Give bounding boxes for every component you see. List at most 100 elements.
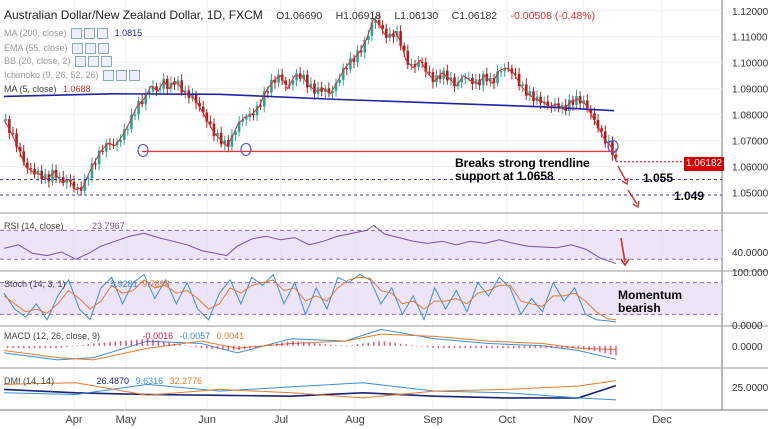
candle-body [270, 79, 273, 93]
macd-hist-bar [200, 345, 203, 349]
price-tick-label: 1.05000 [732, 188, 768, 199]
macd-hist-bar [475, 345, 477, 349]
macd-hist-bar [593, 345, 596, 352]
macd-hist-bar [66, 345, 68, 347]
settings-icon[interactable] [88, 56, 100, 68]
macd-hist-bar [335, 345, 337, 346]
rsi-panel-band [0, 230, 722, 260]
candle-body [596, 120, 600, 129]
candle-body [137, 101, 140, 115]
candle-body [428, 71, 431, 73]
macd-hist-bar [109, 342, 111, 346]
candle-body [230, 134, 234, 147]
macd-hist-bar [259, 345, 262, 347]
stoch-panel-tick: 0.0000 [732, 321, 763, 332]
touch-circle [137, 143, 149, 158]
dmi-label: DMI (14, 14) 26.4870 9.6316 32.2776 [4, 376, 202, 386]
macd-hist-bar [292, 341, 294, 346]
rsi-label: RSI (14, close) 23.7967 [4, 221, 125, 231]
eye-icon[interactable] [75, 56, 87, 68]
macd-hist-bar [555, 345, 558, 349]
candle-body [349, 58, 352, 70]
candle-body [302, 74, 306, 79]
macd-hist-bar [211, 345, 213, 349]
macd-hist-bar [437, 345, 440, 349]
macd-hist-bar [534, 345, 537, 349]
eye-icon[interactable] [72, 43, 84, 55]
touch-circle [240, 142, 252, 157]
macd-hist-bar [22, 345, 25, 349]
indicator-bb[interactable]: BB (20, close, 2) [4, 56, 113, 68]
macd-hist-bar [529, 345, 531, 349]
macd-hist-bar [76, 345, 79, 347]
eye-icon[interactable] [71, 28, 83, 40]
rsi-arrow [620, 237, 626, 263]
macd-hist-bar [566, 345, 569, 349]
indicator-ema55[interactable]: EMA (55, close) [4, 43, 110, 55]
rsi-arrow-head [620, 258, 630, 267]
candle-body [327, 88, 331, 94]
macd-hist-bar [195, 345, 197, 348]
macd-hist-bar [44, 345, 47, 349]
candle-body [166, 78, 169, 89]
candle-body [363, 39, 367, 53]
macd-hist-bar [491, 345, 493, 349]
macd-label-text: MACD (12, 26, close, 9) [4, 331, 101, 341]
ma5-line [3, 17, 617, 191]
macd-hist-bar [270, 344, 273, 346]
macd-hist-bar [394, 343, 397, 346]
candle-body [367, 35, 370, 40]
settings-icon[interactable] [84, 28, 96, 40]
candle-body [212, 123, 216, 136]
eye-icon[interactable] [103, 70, 115, 82]
close-icon[interactable] [97, 28, 109, 40]
macd-hist-bar [243, 345, 246, 350]
time-tick-label: Oct [498, 414, 515, 426]
candle-body [431, 72, 435, 83]
time-tick-label: Jun [198, 414, 216, 426]
candle-body [4, 119, 8, 121]
macd-hist-bar [60, 345, 63, 348]
price-tick-label: 1.10000 [732, 59, 768, 70]
candle-body [234, 131, 237, 135]
candle-body [26, 162, 29, 169]
projection-arrow [617, 165, 627, 182]
candle-body [79, 187, 83, 191]
indicator-ichimoku[interactable]: Ichimoku (9, 26, 52, 26) [4, 70, 141, 82]
macd-hist-bar [464, 345, 467, 349]
ohlc-change: -0.00508 (-0.48%) [510, 10, 596, 22]
candle-body [194, 94, 198, 103]
indicator-ma5[interactable]: MA (5, close) 1.0688 [4, 84, 91, 94]
settings-icon[interactable] [85, 43, 97, 55]
candle-body [133, 114, 137, 116]
momentum-annotation: Momentum bearish [618, 289, 682, 315]
settings-icon[interactable] [116, 70, 128, 82]
price-tick-label: 1.09000 [732, 85, 768, 96]
macd-hist-bar [157, 340, 160, 346]
candle-body [126, 129, 130, 131]
close-icon[interactable] [129, 70, 141, 82]
candle-body [198, 102, 201, 107]
indicator-ma200[interactable]: MA (200, close) 1.0815 [4, 28, 142, 40]
candle-body [97, 150, 101, 165]
macd-hist-bar [12, 345, 14, 349]
candle-body [244, 117, 248, 120]
macd-hist-bar [340, 345, 343, 347]
candle-body [463, 77, 467, 79]
macd-hist-bar [275, 343, 278, 346]
candle-body [345, 68, 349, 70]
macd-hist-bar [372, 342, 375, 346]
candle-body [255, 105, 259, 116]
macd-hist-bar [351, 344, 353, 346]
candle-body [155, 86, 158, 90]
close-icon[interactable] [101, 56, 113, 68]
macd-hist-bar [55, 345, 57, 349]
candle-body [356, 50, 359, 63]
candle-body [309, 83, 313, 88]
candle-body [148, 91, 151, 94]
macd-hist-bar [319, 343, 321, 346]
price-tick-label: 1.12000 [732, 7, 768, 18]
macd-hist-bar [362, 343, 364, 346]
close-icon[interactable] [98, 43, 110, 55]
